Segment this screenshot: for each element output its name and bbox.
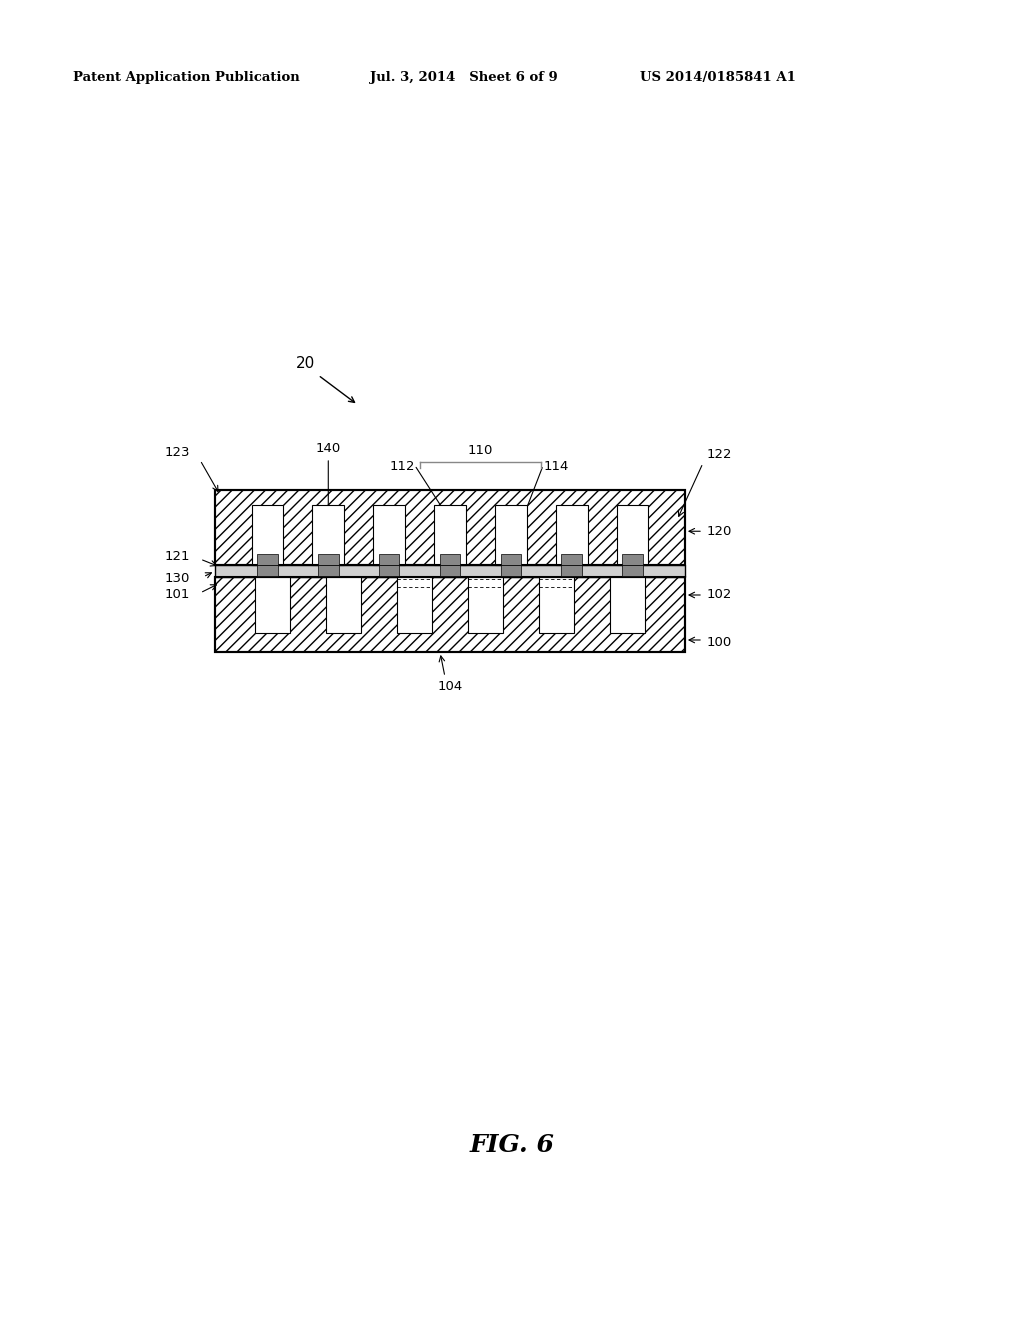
Text: 100: 100 bbox=[707, 635, 732, 648]
Bar bbox=[215, 490, 685, 565]
Bar bbox=[396, 577, 432, 634]
Text: 20: 20 bbox=[296, 355, 315, 371]
Bar bbox=[215, 490, 685, 565]
Text: 140: 140 bbox=[315, 441, 341, 454]
Bar bbox=[501, 554, 521, 565]
Bar bbox=[501, 565, 521, 576]
Bar bbox=[379, 554, 399, 565]
Text: 122: 122 bbox=[707, 449, 732, 462]
Text: 123: 123 bbox=[165, 446, 190, 458]
Bar bbox=[439, 565, 460, 576]
Text: 112: 112 bbox=[389, 459, 415, 473]
Text: 104: 104 bbox=[437, 681, 463, 693]
Bar bbox=[561, 554, 582, 565]
Text: 114: 114 bbox=[544, 459, 568, 473]
Text: 130: 130 bbox=[165, 573, 190, 586]
Bar bbox=[252, 506, 284, 565]
Text: Jul. 3, 2014   Sheet 6 of 9: Jul. 3, 2014 Sheet 6 of 9 bbox=[370, 71, 558, 84]
Bar bbox=[468, 577, 503, 634]
Text: FIG. 6: FIG. 6 bbox=[470, 1133, 554, 1158]
Bar bbox=[318, 565, 339, 576]
Bar bbox=[255, 577, 290, 634]
Bar bbox=[439, 554, 460, 565]
Bar bbox=[609, 577, 645, 634]
Text: US 2014/0185841 A1: US 2014/0185841 A1 bbox=[640, 71, 796, 84]
Bar bbox=[215, 565, 685, 577]
Text: 102: 102 bbox=[707, 589, 732, 602]
Text: 121: 121 bbox=[165, 550, 190, 564]
Bar bbox=[434, 506, 466, 565]
Bar bbox=[215, 577, 685, 652]
Bar bbox=[257, 554, 278, 565]
Bar bbox=[561, 565, 582, 576]
Bar bbox=[326, 577, 361, 634]
Bar bbox=[623, 554, 643, 565]
Bar bbox=[616, 506, 648, 565]
Bar bbox=[379, 565, 399, 576]
Bar bbox=[623, 565, 643, 576]
Bar bbox=[374, 506, 404, 565]
Text: 110: 110 bbox=[468, 444, 494, 457]
Bar bbox=[539, 577, 574, 634]
Text: 101: 101 bbox=[165, 589, 190, 602]
Bar bbox=[257, 565, 278, 576]
Bar bbox=[318, 554, 339, 565]
Text: 120: 120 bbox=[707, 525, 732, 537]
Text: Patent Application Publication: Patent Application Publication bbox=[73, 71, 300, 84]
Bar bbox=[312, 506, 344, 565]
Bar bbox=[556, 506, 588, 565]
Bar bbox=[215, 577, 685, 652]
Bar bbox=[495, 506, 526, 565]
